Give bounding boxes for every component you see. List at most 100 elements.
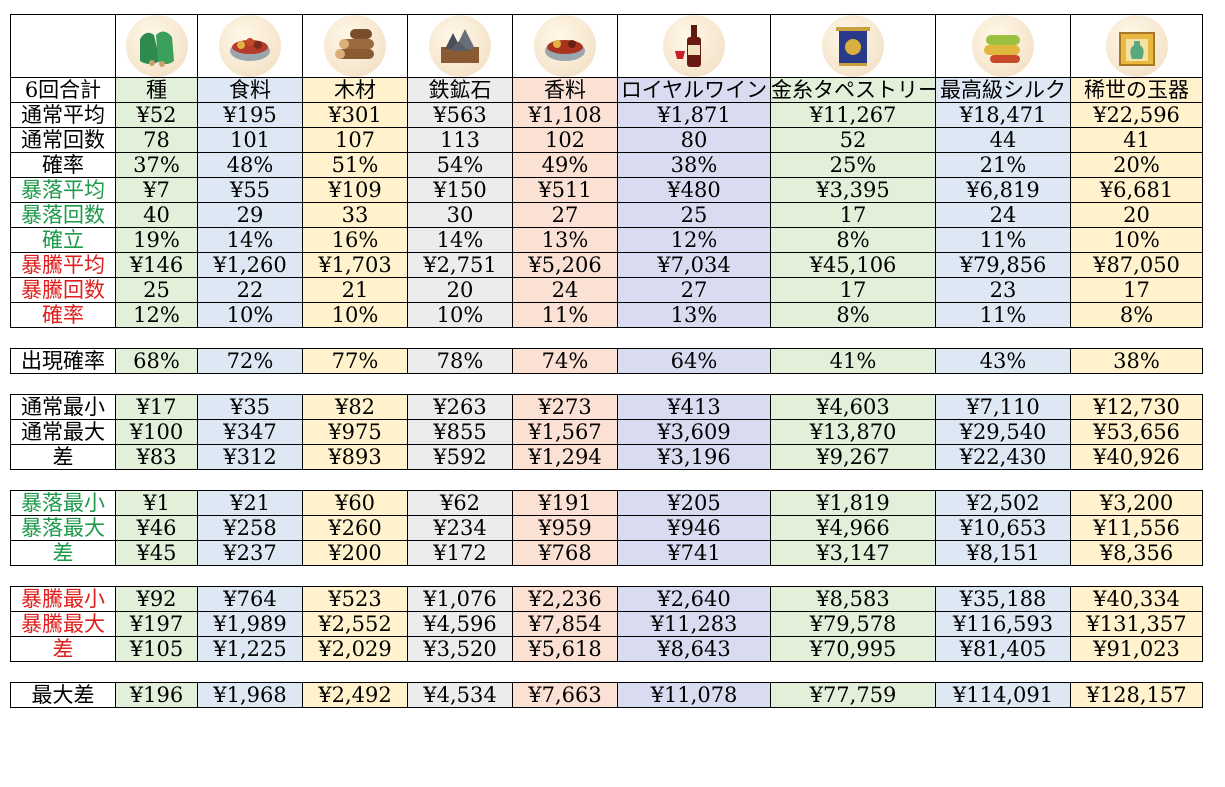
table-cell: ¥4,966 [770, 515, 936, 541]
table-cell: ¥893 [302, 444, 408, 470]
table-block-maxdiff: 最大差 ¥196 ¥1,968 ¥2,492 ¥4,534 ¥7,663 ¥11,078 ¥7… [10, 682, 1203, 708]
table-cell: ¥1,968 [197, 682, 303, 708]
table-cell: ¥3,147 [770, 540, 936, 566]
table-cell: ¥768 [512, 540, 618, 566]
table-cell: 74% [512, 348, 618, 374]
table-cell: ¥77,759 [770, 682, 936, 708]
table-cell: ¥45 [115, 540, 198, 566]
table-cell: 54% [407, 152, 513, 178]
table-cell: ¥79,578 [770, 611, 936, 637]
table-cell: ¥2,552 [302, 611, 408, 637]
table-row: 通常最小 ¥17 ¥35 ¥82 ¥263 ¥273 ¥413 ¥4,603 ¥7,110 ¥12… [10, 394, 1203, 420]
header-row: 6回合計種食料 木材 鉄鉱石 香料 ロイヤルワイン 金糸タペストリー 最高級シルク 稀世の玉器 [10, 77, 1203, 103]
table-cell: ¥82 [302, 394, 408, 420]
table-cell: 21 [302, 277, 408, 303]
table-row: 最大差 ¥196 ¥1,968 ¥2,492 ¥4,534 ¥7,663 ¥11,078 ¥7… [10, 682, 1203, 708]
table-cell: ¥105 [115, 636, 198, 662]
table-cell: ¥196 [115, 682, 198, 708]
table-cell: ¥6,819 [935, 177, 1071, 203]
table-cell: ¥114,091 [935, 682, 1071, 708]
table-cell: 13% [617, 302, 771, 328]
table-cell: 30 [407, 202, 513, 228]
table-cell: 8% [1070, 302, 1203, 328]
wood-logs-icon [324, 15, 386, 77]
tapestry-icon [822, 15, 884, 77]
row-label: 差 [10, 636, 116, 662]
table-cell: 37% [115, 152, 198, 178]
table-cell: ¥4,596 [407, 611, 513, 637]
corner-blank-cell [10, 14, 116, 78]
table-cell: ¥3,200 [1070, 490, 1203, 516]
table-cell: ¥7,110 [935, 394, 1071, 420]
silk-roll-icon [972, 15, 1034, 77]
table-cell: ¥11,283 [617, 611, 771, 637]
table-cell: 13% [512, 227, 618, 253]
table-cell: ¥5,206 [512, 252, 618, 278]
table-cell: 102 [512, 127, 618, 153]
table-cell: ¥8,356 [1070, 540, 1203, 566]
table-cell: 29 [197, 202, 303, 228]
row-label: 出現確率 [10, 348, 116, 374]
row-label: 暴騰最大 [10, 611, 116, 637]
table-row: 暴落平均 ¥7 ¥55 ¥109 ¥150 ¥511 ¥480 ¥3,395 ¥6,819 ¥6,… [10, 177, 1203, 203]
table-cell: ¥62 [407, 490, 513, 516]
table-cell: ¥3,196 [617, 444, 771, 470]
table-cell: ¥200 [302, 540, 408, 566]
table-cell: ¥87,050 [1070, 252, 1203, 278]
table-cell: ¥273 [512, 394, 618, 420]
row-label: 暴落最小 [10, 490, 116, 516]
table-cell: 64% [617, 348, 771, 374]
table-cell: ¥1,871 [617, 102, 771, 128]
spice-bowl-icon [534, 15, 596, 77]
table-cell: 27 [512, 202, 618, 228]
table-row: 確率 12% 10% 10% 10% 11% 13% 8% 11% 8% [10, 302, 1203, 328]
table-cell: ¥35 [197, 394, 303, 420]
item-icon-cell [1070, 14, 1203, 78]
table-cell: ¥7,663 [512, 682, 618, 708]
table-cell: 20 [1070, 202, 1203, 228]
table-cell: ¥55 [197, 177, 303, 203]
block-spacer [10, 662, 1203, 682]
table-cell: ¥128,157 [1070, 682, 1203, 708]
table-cell: 17 [770, 277, 936, 303]
table-cell: ¥40,926 [1070, 444, 1203, 470]
table-cell: 27 [617, 277, 771, 303]
column-header: ロイヤルワイン [617, 77, 771, 103]
table-cell: ¥3,395 [770, 177, 936, 203]
table-row: 暴騰最大 ¥197 ¥1,989 ¥2,552 ¥4,596 ¥7,854 ¥11,283 ¥… [10, 611, 1203, 637]
table-cell: ¥1,819 [770, 490, 936, 516]
table-cell: ¥81,405 [935, 636, 1071, 662]
table-row: 確率 37% 48% 51% 54% 49% 38% 25% 21% 20% [10, 152, 1203, 178]
table-block-crash: 暴落最小 ¥1 ¥21 ¥60 ¥62 ¥191 ¥205 ¥1,819 ¥2,502 ¥3,20… [10, 490, 1203, 566]
table-cell: ¥8,151 [935, 540, 1071, 566]
table-cell: ¥959 [512, 515, 618, 541]
column-header: 種 [115, 77, 198, 103]
table-cell: 41 [1070, 127, 1203, 153]
table-cell: ¥10,653 [935, 515, 1071, 541]
table-cell: ¥131,357 [1070, 611, 1203, 637]
table-cell: ¥8,643 [617, 636, 771, 662]
table-cell: ¥6,681 [1070, 177, 1203, 203]
table-cell: ¥13,870 [770, 419, 936, 445]
table-cell: ¥2,236 [512, 586, 618, 612]
table-cell: ¥1,108 [512, 102, 618, 128]
column-header: 鉄鉱石 [407, 77, 513, 103]
table-cell: ¥1,567 [512, 419, 618, 445]
table-cell: ¥46 [115, 515, 198, 541]
block-spacer [10, 374, 1203, 394]
table-cell: ¥347 [197, 419, 303, 445]
table-block-appear: 出現確率 68% 72% 77% 78% 74% 64% 41% 43% 38% [10, 348, 1203, 374]
table-row: 暴騰最小 ¥92 ¥764 ¥523 ¥1,076 ¥2,236 ¥2,640 ¥8,583 ¥… [10, 586, 1203, 612]
table-cell: 78% [407, 348, 513, 374]
table-cell: ¥312 [197, 444, 303, 470]
table-cell: ¥2,751 [407, 252, 513, 278]
table-cell: ¥83 [115, 444, 198, 470]
table-cell: 17 [1070, 277, 1203, 303]
item-icon-cell [197, 14, 303, 78]
table-cell: 80 [617, 127, 771, 153]
table-cell: 12% [115, 302, 198, 328]
wine-bottle-icon [663, 15, 725, 77]
row-label: 通常回数 [10, 127, 116, 153]
table-cell: ¥2,502 [935, 490, 1071, 516]
row-label: 通常最大 [10, 419, 116, 445]
